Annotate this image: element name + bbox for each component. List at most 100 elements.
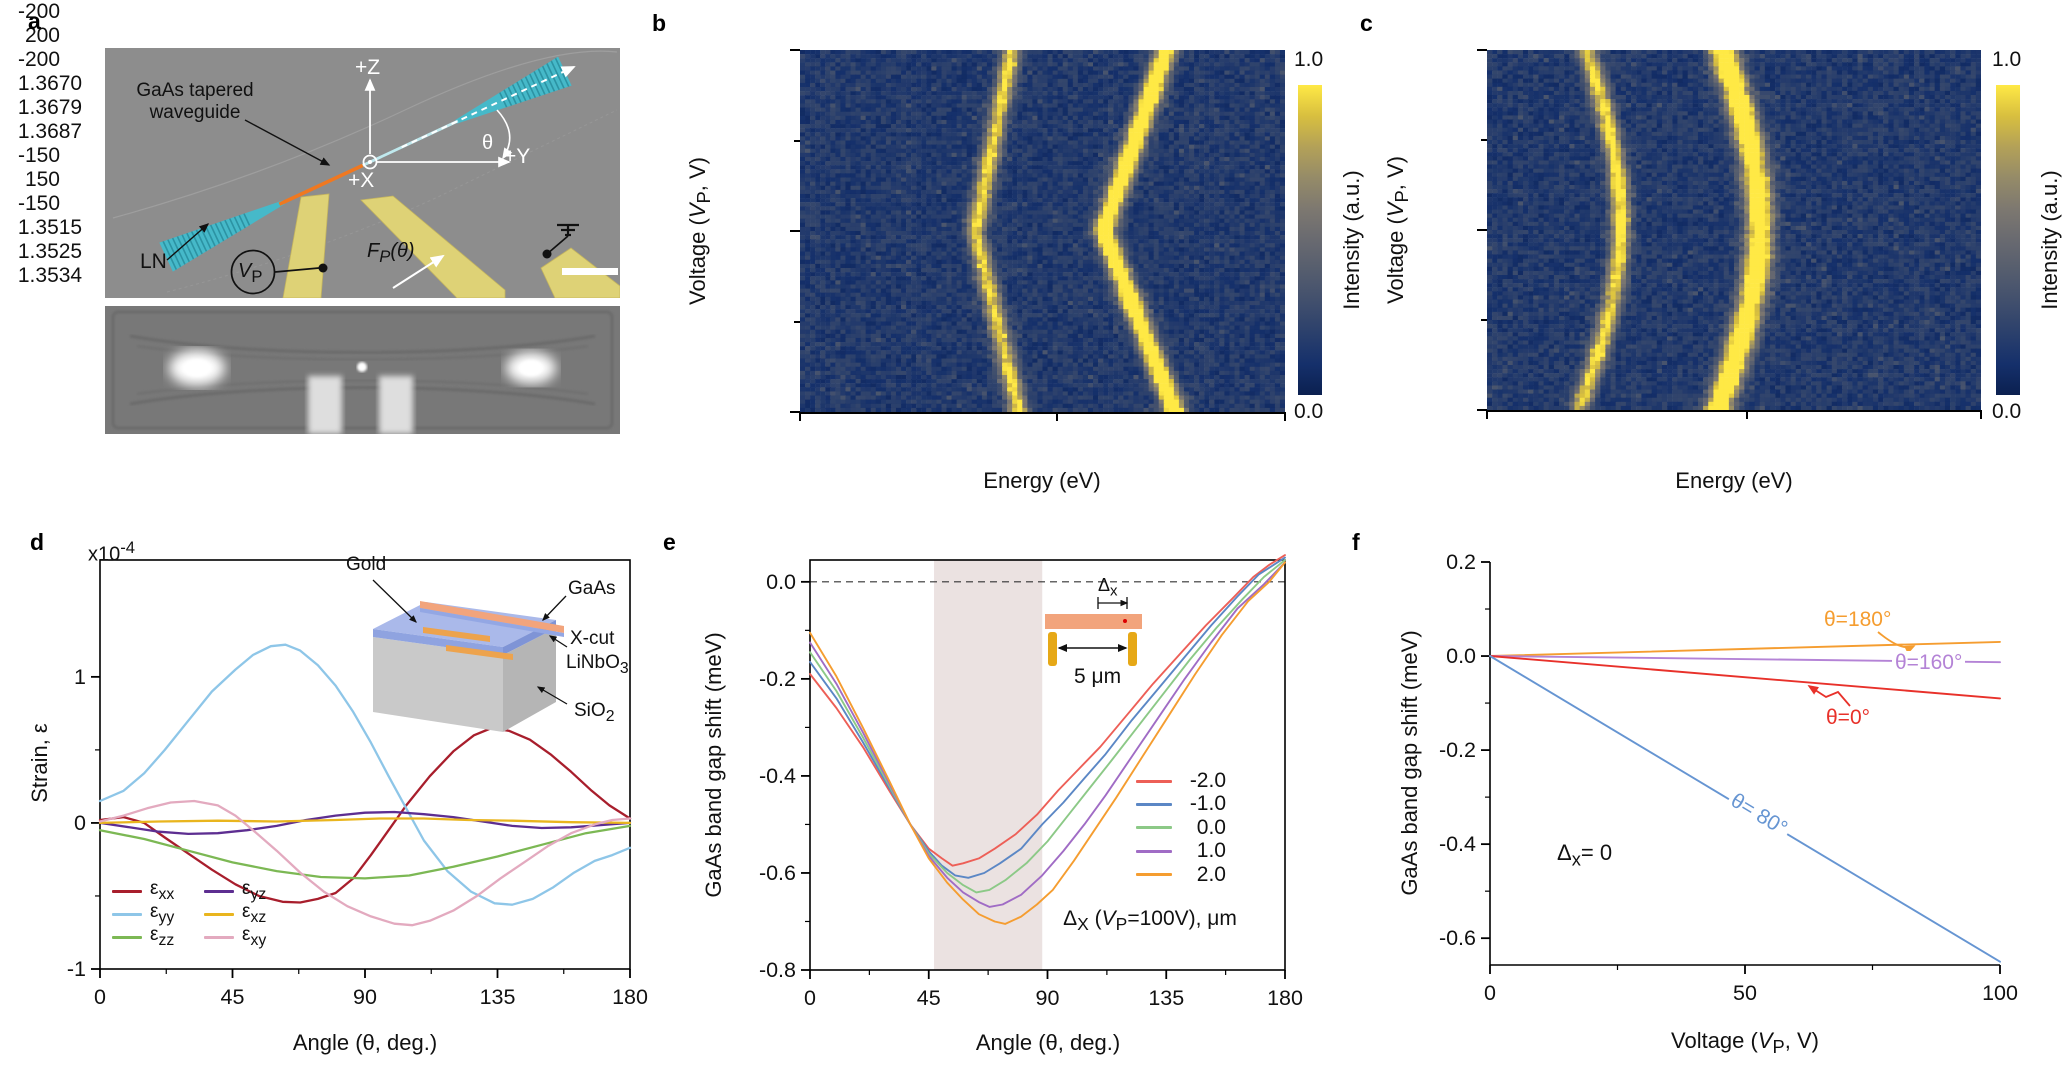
gaas-ridge: [420, 601, 564, 633]
series-d-exz: [98, 817, 632, 825]
inset-gold-post-left: [1048, 632, 1057, 666]
legend-swatch-ezz: [112, 935, 142, 939]
waveguide-pointer-line: [244, 119, 331, 166]
optical-image: [105, 306, 620, 434]
panel-b-colorbar-max: 1.0: [1294, 48, 1324, 71]
series-d-eyz: [98, 810, 632, 836]
xtick-label: 180: [612, 985, 648, 1009]
legend-swatch-dx-0.0: [1136, 826, 1172, 830]
f-theta0-label: θ=0°: [1826, 706, 1871, 729]
xtick-label-b: 1.3687: [17, 120, 83, 143]
xtick-label-b: 1.3670: [17, 72, 83, 95]
ytick-label: 0: [74, 811, 86, 835]
xtick-label: 100: [1982, 981, 2018, 1005]
f-dx0-label: Δx= 0: [1557, 840, 1613, 870]
colorbar-c: [1996, 85, 2020, 395]
legend-item-dx--1.0: -1.0: [1136, 792, 1226, 815]
ytick-label-c: -150: [17, 192, 60, 215]
ytick-label: -0.4: [759, 764, 796, 788]
panel-b-x-label: Energy (eV): [983, 468, 1101, 493]
panel-a-letter: a: [28, 8, 41, 34]
legend-swatch-dx--2.0: [1136, 779, 1172, 783]
legend-swatch-dx-2.0: [1136, 873, 1172, 877]
xtick-label: 0: [1484, 981, 1496, 1005]
ln-label: LN: [140, 250, 167, 273]
legend-item-dx--2.0: -2.0: [1136, 769, 1226, 792]
legend-item-dx-1.0: 1.0: [1136, 839, 1226, 862]
panel-f-letter: f: [1352, 529, 1360, 555]
shaded-band: [934, 560, 1043, 970]
panel-c-colorbar-min: 0.0: [1992, 400, 2022, 423]
legend-label-ezz: εzz: [150, 924, 175, 949]
ytick-label-b: -200: [17, 48, 60, 71]
y-axis-label: +Y: [504, 145, 531, 168]
panel-f-y-label: GaAs band gap shift (meV): [1397, 630, 1422, 896]
panel-e-y-label: GaAs band gap shift (meV): [701, 632, 726, 898]
inset-waveguide-bar: [1045, 614, 1142, 629]
x-axis-label: +X: [348, 169, 375, 192]
panel-d-y-label: Strain, ε: [27, 723, 52, 803]
waveguide-label: GaAs tapered waveguide: [136, 80, 254, 123]
ytick-c: [1481, 139, 1487, 141]
series-f-θ=180°: [1489, 640, 2001, 657]
legend-item-ezz: εzz: [112, 924, 174, 949]
xtick-label-c: 1.3515: [17, 216, 83, 239]
inset-gold-label: Gold: [346, 554, 387, 575]
xtick-c: [1745, 410, 1748, 419]
xtick-c: [1486, 410, 1488, 419]
axis-x-b: [800, 412, 1285, 414]
linbo3-top-face: [373, 602, 556, 647]
f-theta160-label: θ=160°: [1892, 651, 1966, 675]
ytick-c: [1477, 409, 1487, 411]
ground-icon: [557, 223, 579, 237]
ytick-label: 0.0: [1446, 644, 1476, 668]
legend-label-eyz: εyz: [242, 878, 267, 903]
ytick-label: 0.2: [1446, 550, 1476, 574]
legend-item-dx-0.0: 0.0: [1136, 816, 1226, 839]
ytick-b: [794, 320, 800, 323]
panel-f-x-label: Voltage (VP, V): [1671, 1027, 1819, 1058]
legend-item-eyy: εyy: [112, 901, 174, 926]
xtick-label: 45: [917, 986, 941, 1010]
f-theta180-arrow: [1877, 631, 1916, 655]
scale-bar: [562, 268, 618, 275]
series-d-eyy: [98, 643, 632, 906]
panel-b-colorbar-min: 0.0: [1294, 400, 1324, 423]
xtick-label-c: 1.3534: [17, 264, 83, 287]
panel-e-legend-note: ΔX (VP=100V), μm: [1063, 906, 1237, 935]
ytick-label: -1: [67, 957, 86, 981]
panel-d-x-label: Angle (θ, deg.): [292, 1030, 438, 1055]
ytick-b: [790, 49, 800, 51]
xtick-label: 0: [804, 986, 816, 1010]
ytick-c: [1477, 229, 1487, 231]
force-arrow: [392, 254, 445, 289]
series-d-exx: [98, 726, 632, 904]
ytick-label: 0.0: [766, 570, 796, 594]
legend-swatch-eyy: [112, 912, 142, 916]
legend-swatch-dx--1.0: [1136, 802, 1172, 806]
series-f-θ=0°: [1489, 655, 2001, 700]
legend-swatch-exx: [112, 889, 142, 893]
ytick-label-b: 200: [24, 24, 60, 47]
ytick-label: -0.6: [1439, 926, 1476, 950]
panel-e-inset: Δx 5 μm: [1030, 575, 1190, 690]
xtick-label: 135: [480, 985, 516, 1009]
ytick-label-b: -200: [17, 0, 60, 23]
ytick-c: [1481, 319, 1487, 321]
heatmap-c: [1487, 50, 1981, 410]
ln-pointer-line: [166, 223, 210, 261]
ytick-label-c: -150: [17, 144, 60, 167]
legend-item-exx: εxx: [112, 878, 174, 903]
ytick-label: -0.2: [1439, 738, 1476, 762]
vp-contact-dot: [318, 263, 328, 273]
legend-swatch-exy: [204, 935, 234, 939]
series-e-2.0: [809, 561, 1286, 925]
panel-b-letter: b: [652, 10, 667, 36]
panel-c-colorbar-max: 1.0: [1992, 48, 2022, 71]
electrode-right: [360, 195, 506, 298]
heatmap-b: [800, 50, 1285, 412]
series-d-ezz: [98, 824, 632, 880]
legend-swatch-exz: [204, 912, 234, 916]
xtick-b: [1055, 412, 1058, 421]
legend-swatch-eyz: [204, 889, 234, 893]
